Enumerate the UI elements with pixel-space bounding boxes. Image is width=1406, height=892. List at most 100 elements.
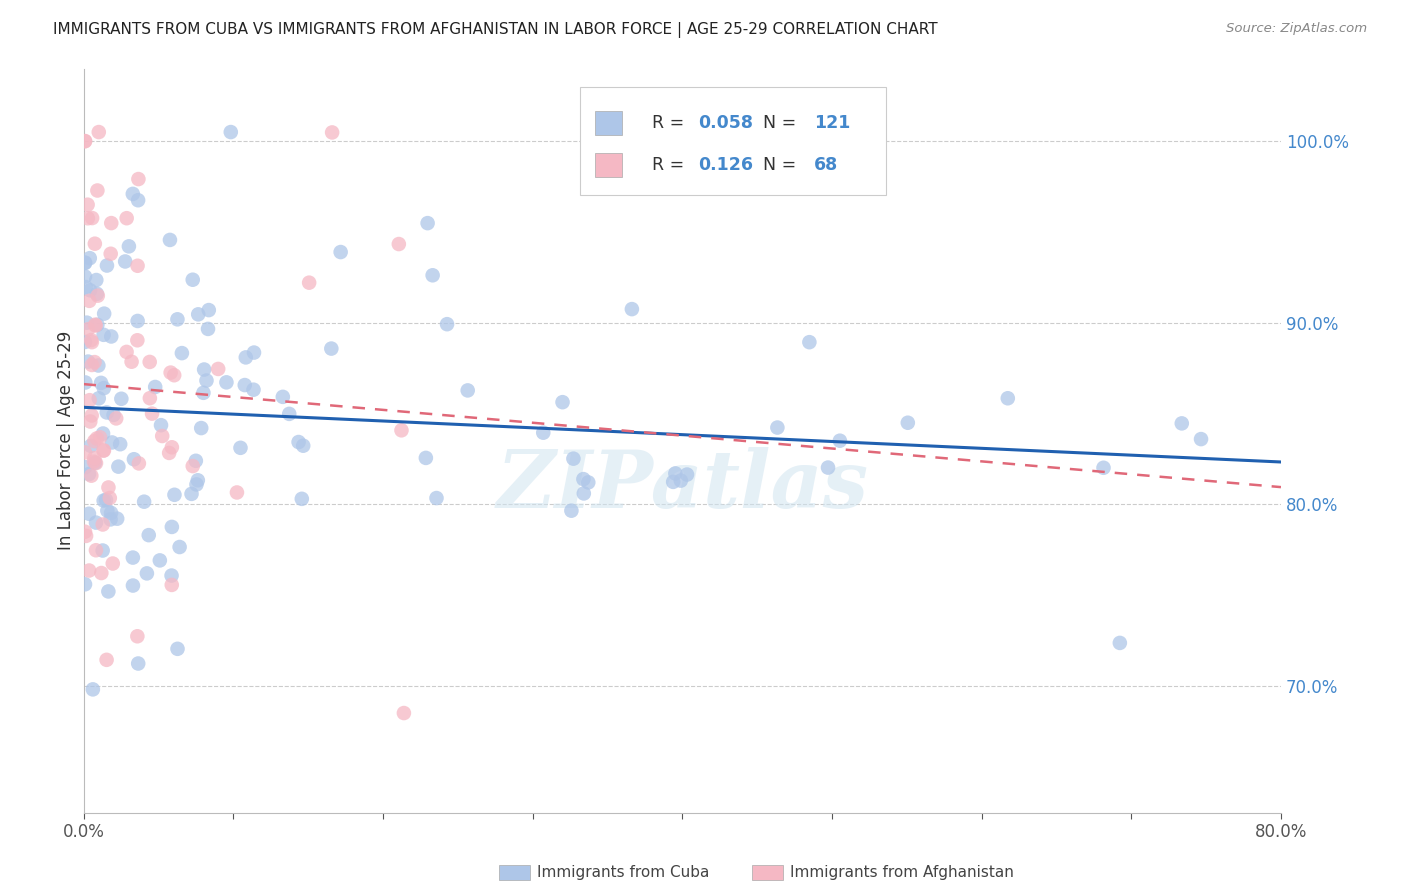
Y-axis label: In Labor Force | Age 25-29: In Labor Force | Age 25-29 (58, 331, 75, 550)
Point (79, 283, 101, 297)
Point (416, 216, 439, 230)
Point (243, 345, 266, 359)
Point (160, 440, 183, 454)
Point (150, 418, 173, 433)
Point (551, 395, 574, 409)
Point (187, 473, 209, 487)
Point (100, 506, 122, 520)
Point (127, 333, 149, 347)
Point (80, 333, 103, 347)
Point (278, 407, 301, 421)
Point (91, 426, 114, 441)
Point (91, 543, 114, 558)
Point (138, 528, 160, 542)
Point (101, 557, 124, 571)
Point (291, 491, 314, 506)
Point (96, 503, 118, 517)
Point (83, 236, 105, 251)
Point (138, 355, 160, 369)
Point (93, 443, 115, 458)
Point (101, 435, 124, 450)
Point (86, 318, 108, 332)
Point (149, 553, 172, 567)
Point (193, 385, 215, 400)
Point (96, 405, 118, 419)
Point (828, 434, 851, 448)
Text: N =: N = (752, 114, 801, 132)
Point (229, 441, 252, 455)
Point (1189, 432, 1212, 446)
Text: Immigrants from Cuba: Immigrants from Cuba (537, 865, 710, 880)
Point (157, 446, 180, 460)
Point (79, 415, 101, 429)
Point (93, 381, 115, 395)
Point (163, 488, 186, 502)
Point (170, 346, 193, 360)
Point (292, 439, 315, 453)
Text: Immigrants from Afghanistan: Immigrants from Afghanistan (790, 865, 1014, 880)
Point (562, 451, 585, 466)
Point (219, 125, 242, 139)
Point (75, 529, 97, 543)
FancyBboxPatch shape (595, 153, 621, 178)
Point (197, 322, 219, 336)
Point (73, 445, 96, 459)
Point (100, 216, 122, 230)
Point (620, 302, 643, 317)
Point (143, 380, 166, 394)
Point (79, 293, 101, 308)
Point (82, 682, 104, 697)
Point (897, 416, 920, 430)
Point (80, 358, 103, 372)
Point (84, 273, 107, 287)
Point (576, 475, 599, 490)
Point (87, 288, 110, 302)
Point (1171, 417, 1194, 431)
Point (108, 437, 131, 451)
Point (160, 520, 183, 534)
Point (195, 374, 218, 388)
Point (73, 269, 96, 284)
Point (388, 237, 411, 252)
Point (105, 511, 128, 525)
Point (121, 355, 143, 369)
Point (76, 197, 98, 211)
Point (73, 134, 96, 148)
Point (105, 411, 128, 425)
Point (321, 125, 343, 139)
Point (73, 134, 96, 148)
Point (436, 317, 458, 331)
Point (80, 468, 103, 483)
Point (98, 491, 121, 505)
Point (184, 454, 207, 468)
Point (87, 392, 110, 406)
Point (141, 407, 163, 421)
Point (235, 351, 257, 365)
Point (422, 268, 444, 283)
Point (110, 392, 132, 406)
Point (169, 540, 191, 554)
Point (83, 451, 105, 466)
Point (271, 390, 294, 404)
Point (391, 423, 413, 437)
Point (82, 211, 104, 225)
Point (93, 307, 115, 321)
Point (115, 345, 138, 359)
Text: ZIPatlas: ZIPatlas (496, 447, 869, 524)
Point (77, 322, 100, 336)
Point (77, 354, 100, 368)
Point (127, 193, 149, 207)
Point (73, 460, 96, 475)
Point (122, 452, 145, 467)
Point (77, 564, 100, 578)
Point (107, 459, 129, 474)
Point (122, 578, 145, 592)
Point (127, 314, 149, 328)
Text: N =: N = (752, 156, 801, 174)
Point (90, 376, 112, 390)
Point (75, 280, 97, 294)
Point (83, 355, 105, 369)
Point (97, 480, 120, 494)
Point (87, 125, 110, 139)
Point (84, 318, 107, 332)
